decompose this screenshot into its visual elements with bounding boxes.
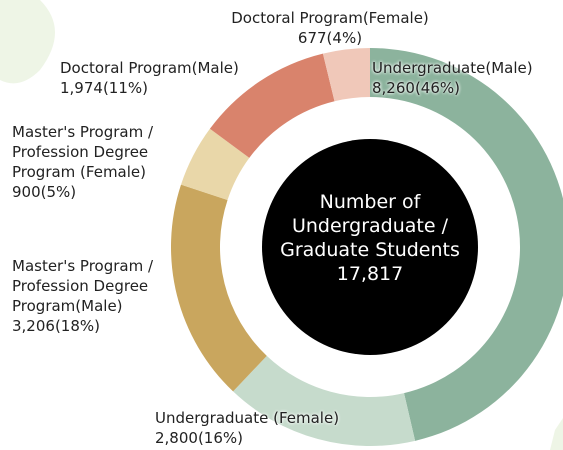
value-label: 3,206(18%) [12, 316, 192, 336]
segment-label: Undergraduate(Male)8,260(46%) [372, 58, 562, 98]
category-label: Doctoral Program(Male) [60, 58, 290, 78]
segment-label: Master's Program / Profession Degree Pro… [12, 122, 192, 202]
center-label: Number of Undergraduate / Graduate Stude… [250, 190, 490, 286]
category-label: Undergraduate (Female) [155, 408, 395, 428]
center-title: Graduate Students [250, 238, 490, 262]
category-label: Doctoral Program(Female) [200, 8, 460, 28]
value-label: 8,260(46%) [372, 78, 562, 98]
segment-label: Undergraduate (Female)2,800(16%) [155, 408, 395, 448]
page: Number of Undergraduate / Graduate Stude… [0, 0, 563, 450]
decor [550, 418, 563, 450]
decor [0, 0, 55, 83]
segment-label: Doctoral Program(Female)677(4%) [200, 8, 460, 48]
value-label: 1,974(11%) [60, 78, 290, 98]
category-label: Master's Program / Profession Degree Pro… [12, 256, 192, 316]
value-label: 900(5%) [12, 182, 192, 202]
category-label: Master's Program / Profession Degree Pro… [12, 122, 192, 182]
segment-label: Doctoral Program(Male)1,974(11%) [60, 58, 290, 98]
category-label: Undergraduate(Male) [372, 58, 562, 78]
center-total: 17,817 [250, 262, 490, 286]
center-title: Undergraduate / [250, 214, 490, 238]
value-label: 677(4%) [200, 28, 460, 48]
segment-label: Master's Program / Profession Degree Pro… [12, 256, 192, 336]
center-title: Number of [250, 190, 490, 214]
value-label: 2,800(16%) [155, 428, 395, 448]
